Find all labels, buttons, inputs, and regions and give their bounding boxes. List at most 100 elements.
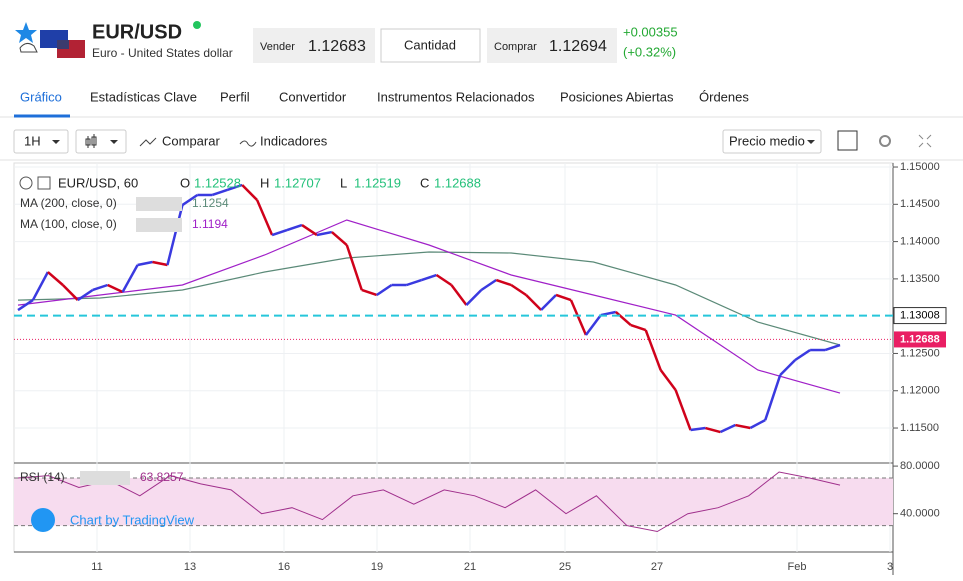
sell-label: Vender — [260, 41, 295, 53]
ohlc-key: L — [340, 175, 347, 190]
y-tick-label: 1.15000 — [900, 161, 940, 173]
x-tick-label: 25 — [559, 561, 571, 573]
price-segment — [555, 293, 572, 302]
tab[interactable]: Instrumentos Relacionados — [377, 89, 535, 104]
tab[interactable]: Estadísticas Clave — [90, 89, 197, 104]
price-segment — [286, 223, 303, 232]
tab[interactable]: Posiciones Abiertas — [560, 89, 674, 104]
x-tick-label: 16 — [278, 561, 290, 573]
change: +0.00355 — [623, 24, 678, 39]
price-segment — [674, 389, 692, 431]
chart-type-select[interactable] — [75, 129, 127, 154]
price-segment — [271, 228, 288, 237]
price-segment — [61, 284, 79, 301]
interval: 1H — [24, 133, 41, 148]
price-segment — [540, 294, 557, 311]
y-tick-label: 40.0000 — [900, 508, 940, 520]
y-tick-label: 1.11500 — [900, 422, 939, 434]
price-segment — [450, 284, 468, 306]
sell-box[interactable] — [253, 28, 375, 63]
price-segment — [316, 230, 333, 237]
price-mode-select[interactable] — [722, 129, 822, 154]
indicator-controls[interactable] — [136, 197, 182, 211]
price-segment — [47, 271, 64, 286]
caret — [807, 140, 815, 144]
indicator-controls[interactable] — [136, 218, 182, 232]
rsi-line — [17, 471, 841, 533]
price-label-box — [894, 331, 946, 348]
price-segment — [525, 294, 542, 311]
legend-toggle[interactable] — [19, 176, 33, 190]
price-segment — [166, 204, 184, 266]
indicators-button[interactable]: Indicadores — [260, 133, 328, 148]
us-flag-canton — [57, 40, 69, 49]
alert-bell[interactable] — [19, 42, 38, 53]
price-segment — [421, 273, 437, 282]
price-label-box — [893, 307, 947, 325]
price-segment — [211, 188, 228, 197]
checkbox[interactable] — [837, 130, 858, 151]
price-segment — [600, 310, 617, 317]
price-mode: Precio medio — [729, 133, 805, 148]
compare-icon — [139, 137, 157, 147]
x-tick-label: 13 — [184, 561, 196, 573]
moving-average-line — [17, 251, 841, 346]
watermark: Chart by TradingView — [70, 512, 195, 527]
settings-icon[interactable] — [879, 135, 891, 147]
y-tick-label: 1.12500 — [900, 347, 940, 359]
tab[interactable]: Gráfico — [20, 89, 62, 104]
price-segment — [31, 271, 49, 301]
price-segment — [705, 426, 721, 434]
quantity-label: Cantidad — [404, 37, 456, 52]
x-tick-label: 19 — [371, 561, 383, 573]
buy-label: Comprar — [494, 41, 537, 53]
tradingview-logo — [31, 508, 55, 532]
price-segment — [406, 278, 422, 287]
price-segment — [181, 193, 199, 207]
price-segment — [659, 369, 677, 391]
rsi-value: 63.8257 — [140, 470, 184, 484]
price-segment — [735, 423, 751, 430]
price-segment — [226, 183, 243, 192]
y-tick-label: 1.14500 — [900, 198, 940, 210]
x-tick-label: 27 — [651, 561, 663, 573]
chart-title: EUR/USD, 60 — [58, 175, 138, 190]
candle-icon — [85, 134, 97, 148]
y-tick-label: 1.14000 — [900, 236, 940, 248]
favorite-star[interactable] — [15, 22, 37, 43]
y-tick-label: 1.12000 — [900, 385, 940, 397]
tab[interactable]: Órdenes — [699, 89, 749, 104]
price-segment — [121, 264, 139, 293]
ohlc-value: 1.12519 — [354, 175, 401, 190]
indicator-controls[interactable] — [80, 471, 130, 485]
price-segment — [749, 418, 766, 430]
tab[interactable]: Perfil — [220, 89, 250, 104]
fullscreen-icon[interactable] — [918, 134, 932, 148]
ohlc-value: 1.12528 — [194, 175, 241, 190]
x-tick-label: Feb — [788, 561, 807, 573]
quantity-input[interactable] — [380, 28, 481, 63]
buy-box[interactable] — [487, 28, 617, 63]
price-segment — [764, 374, 782, 421]
x-tick-label: 11 — [91, 561, 102, 573]
y-tick-label: 80.0000 — [900, 460, 940, 472]
interval-select[interactable] — [13, 129, 69, 154]
ohlc-key: H — [260, 175, 269, 190]
rsi-band — [14, 477, 893, 526]
price-segment — [569, 299, 588, 336]
indicator-name: MA (200, close, 0) — [20, 196, 117, 210]
ohlc-value: 1.12707 — [274, 175, 321, 190]
symbol: EUR/USD — [92, 21, 182, 43]
price-segment — [152, 260, 168, 267]
tab[interactable]: Convertidor — [279, 89, 347, 104]
x-tick-label: 3 — [887, 561, 893, 573]
price-segment — [614, 311, 632, 326]
price-segment — [361, 288, 378, 297]
legend-collapse[interactable] — [37, 176, 51, 190]
price-segment — [435, 273, 453, 287]
compare-button[interactable]: Comparar — [162, 133, 220, 148]
indicator-value: 1.1254 — [192, 196, 229, 210]
indicator-value: 1.1194 — [192, 217, 228, 231]
price-segment — [690, 426, 706, 432]
